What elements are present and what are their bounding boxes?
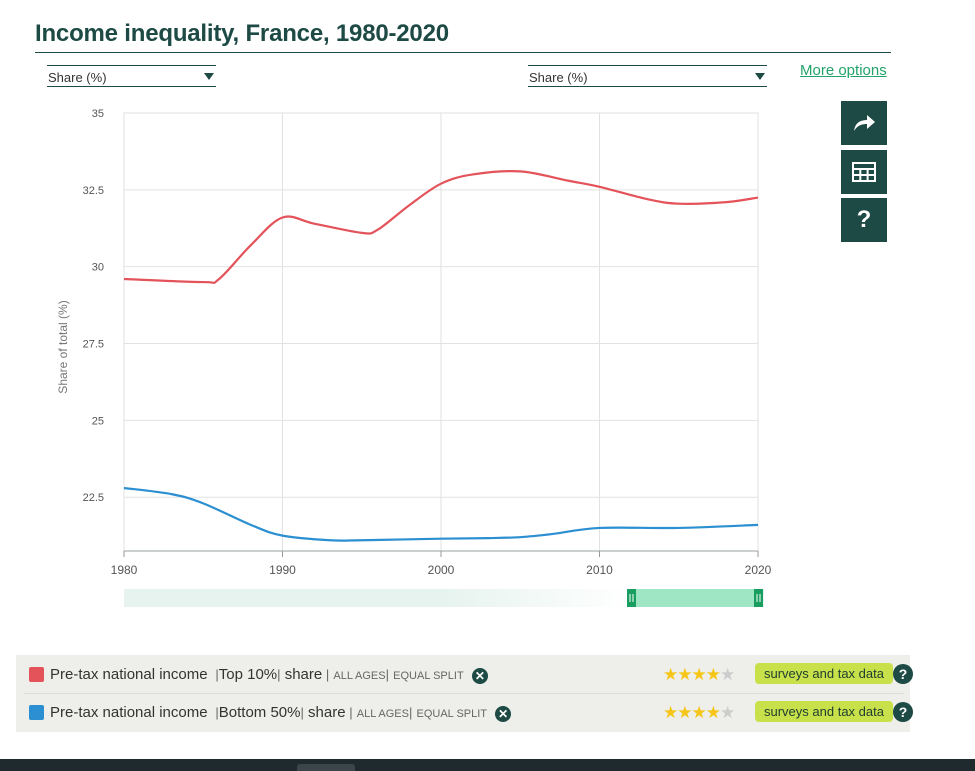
footer-tab[interactable]: [297, 764, 355, 771]
title-divider: [35, 52, 891, 53]
series-line-bottom50: [123, 486, 759, 542]
range-slider-handle: [754, 589, 763, 607]
y-tick-label: 35: [92, 108, 104, 120]
range-slider-fade: [440, 589, 630, 607]
help-label: ?: [856, 206, 872, 233]
y-tick-label: 25: [92, 415, 104, 427]
quality-badge[interactable]: surveys and tax data: [755, 701, 893, 722]
legend-item-bottom50: Pre-tax national income |Bottom 50%| sha…: [16, 694, 913, 732]
legend-unit: EQUAL SPLIT: [416, 708, 488, 720]
chevron-down-icon: [204, 73, 214, 80]
left-axis-dropdown-label: Share (%): [48, 70, 107, 85]
legend-divider: [24, 693, 904, 694]
y-tick-label: 22.5: [83, 492, 104, 504]
series-line-top10: [123, 170, 759, 284]
series-help-icon[interactable]: ?: [893, 664, 913, 684]
table-icon: [851, 161, 877, 183]
y-tick-label: 27.5: [83, 339, 104, 351]
chevron-down-icon: [755, 73, 765, 80]
y-tick-label: 30: [92, 262, 104, 274]
legend-age: ALL AGES: [356, 708, 409, 720]
y-axis-label: Share of total (%): [56, 300, 70, 393]
left-axis-dropdown[interactable]: Share (%): [47, 65, 216, 87]
legend-age: ALL AGES: [333, 670, 386, 682]
remove-series-icon[interactable]: ✕: [495, 706, 512, 722]
right-axis-dropdown-label: Share (%): [529, 70, 588, 85]
legend-indicator: Pre-tax national income: [50, 666, 208, 683]
legend-group: Top 10%: [218, 666, 278, 683]
more-options-link[interactable]: More options: [800, 62, 887, 79]
share-button[interactable]: [841, 101, 887, 145]
x-tick-label: 2010: [586, 563, 613, 577]
footer-bar: [0, 759, 975, 771]
help-button[interactable]: ?: [841, 198, 887, 242]
share-arrow-icon: [850, 111, 878, 135]
legend-swatch: [29, 705, 44, 720]
series-help-icon[interactable]: ?: [893, 702, 913, 722]
quality-stars: ★★★★★: [663, 665, 735, 684]
y-tick-label: 32.5: [83, 185, 104, 197]
quality-badge[interactable]: surveys and tax data: [755, 663, 893, 684]
legend-indicator: Pre-tax national income: [50, 704, 208, 721]
table-view-button[interactable]: [841, 150, 887, 194]
x-tick-label: 1980: [111, 563, 138, 577]
x-tick-label: 1990: [269, 563, 296, 577]
legend-measure: share: [308, 704, 346, 721]
x-tick-label: 2000: [428, 563, 455, 577]
line-chart: 35 32.5 30 27.5 25 22.5 1980 1990 2000 2010 2020 Sh…: [56, 108, 772, 607]
legend-group: Bottom 50%: [218, 704, 301, 721]
range-slider-selection: [631, 589, 758, 607]
range-slider-handle: [627, 589, 636, 607]
legend-measure: share: [284, 666, 323, 683]
legend-item-top10: Pre-tax national income |Top 10%| share …: [16, 656, 913, 694]
remove-series-icon[interactable]: ✕: [471, 668, 488, 684]
legend-unit: EQUAL SPLIT: [393, 670, 464, 682]
quality-stars: ★★★★★: [663, 703, 735, 722]
x-tick-label: 2020: [745, 563, 772, 577]
right-axis-dropdown[interactable]: Share (%): [528, 65, 767, 87]
legend-swatch: [29, 667, 44, 682]
page-title: Income inequality, France, 1980-2020: [35, 20, 449, 47]
